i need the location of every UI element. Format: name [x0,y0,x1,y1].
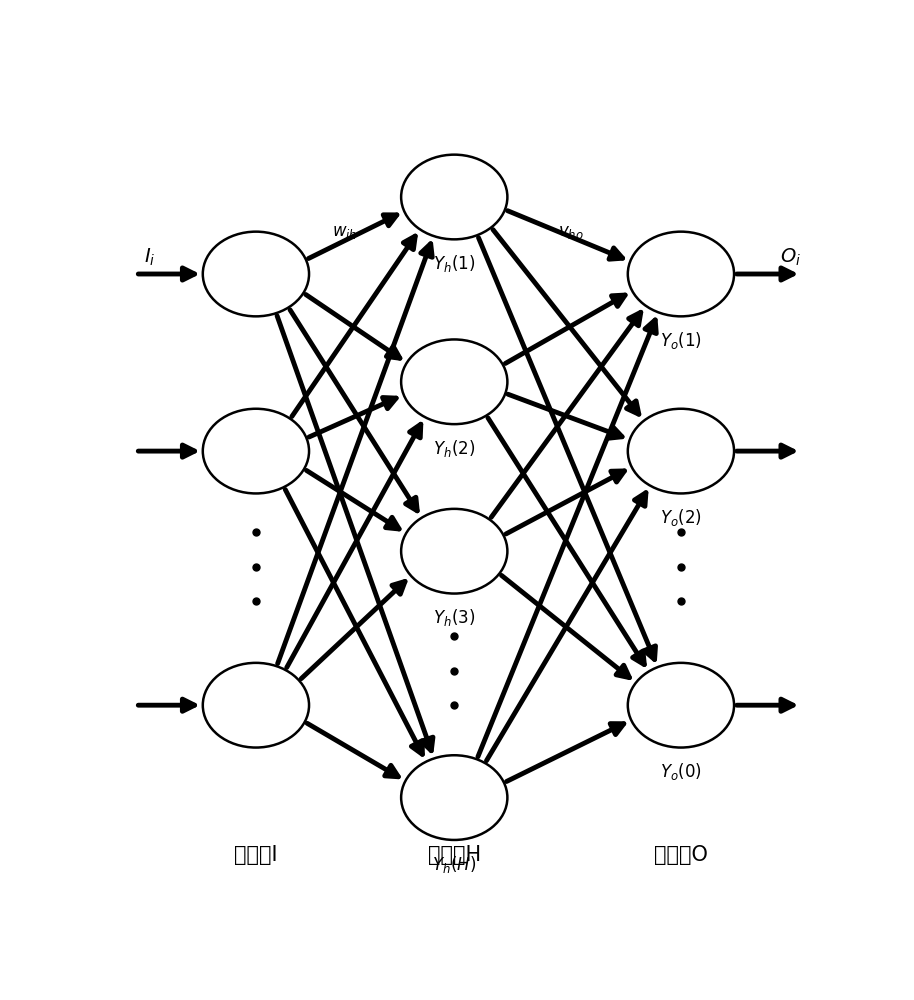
Text: 隐含层H: 隐含层H [428,845,481,865]
Text: $w_{ih}$: $w_{ih}$ [332,223,357,241]
Text: $O_i$: $O_i$ [781,246,802,268]
Text: $Y_h(H)$: $Y_h(H)$ [432,854,476,875]
Text: 输出层O: 输出层O [654,845,707,865]
Ellipse shape [203,663,309,748]
Text: $Y_o(2)$: $Y_o(2)$ [660,507,702,528]
Text: 输入层I: 输入层I [234,845,278,865]
Ellipse shape [401,339,507,424]
Ellipse shape [203,232,309,316]
Ellipse shape [401,755,507,840]
Text: $Y_h(1)$: $Y_h(1)$ [433,253,475,274]
Ellipse shape [628,409,734,493]
Ellipse shape [628,663,734,748]
Ellipse shape [203,409,309,493]
Ellipse shape [401,155,507,239]
Ellipse shape [401,509,507,594]
Text: $Y_h(3)$: $Y_h(3)$ [433,607,475,628]
Ellipse shape [628,232,734,316]
Text: $I_i$: $I_i$ [143,246,155,268]
Text: $v_{ho}$: $v_{ho}$ [558,223,584,241]
Text: $Y_h(2)$: $Y_h(2)$ [433,438,475,459]
Text: $Y_o(0)$: $Y_o(0)$ [660,761,702,782]
Text: $Y_o(1)$: $Y_o(1)$ [660,330,702,351]
